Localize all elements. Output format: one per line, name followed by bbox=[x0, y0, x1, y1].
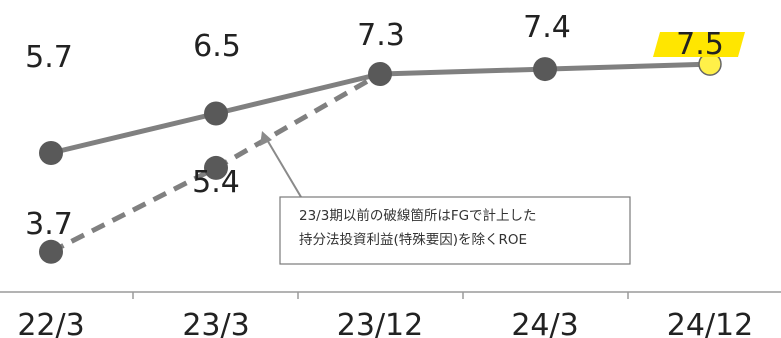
data-label: 3.7 bbox=[25, 207, 73, 242]
annotation-arrowhead bbox=[260, 131, 272, 146]
annotation-text-line: 23/3期以前の破線箇所はFGで計上した bbox=[299, 207, 537, 224]
x-tick-label: 23/3 bbox=[182, 308, 249, 338]
x-tick-label: 22/3 bbox=[17, 308, 84, 338]
data-point bbox=[368, 62, 392, 86]
data-label: 5.7 bbox=[25, 40, 73, 75]
x-tick-label: 23/12 bbox=[337, 308, 423, 338]
x-tick-label: 24/12 bbox=[667, 308, 753, 338]
data-label: 6.5 bbox=[193, 29, 241, 64]
data-label: 7.3 bbox=[357, 18, 405, 53]
annotation-arrow-line bbox=[265, 137, 302, 198]
data-label: 7.5 bbox=[676, 27, 724, 62]
annotation-box bbox=[279, 196, 631, 265]
data-label: 5.4 bbox=[192, 165, 240, 200]
data-point bbox=[204, 101, 228, 126]
x-tick-label: 24/3 bbox=[511, 308, 578, 338]
data-point bbox=[39, 239, 63, 264]
highlight-label-background bbox=[653, 32, 745, 57]
data-point bbox=[204, 155, 228, 180]
annotation-text-line: 持分法投資利益(特殊要因)を除くROE bbox=[299, 232, 527, 248]
data-point bbox=[533, 57, 557, 82]
data-point bbox=[39, 141, 63, 165]
data-label: 7.4 bbox=[523, 10, 571, 45]
